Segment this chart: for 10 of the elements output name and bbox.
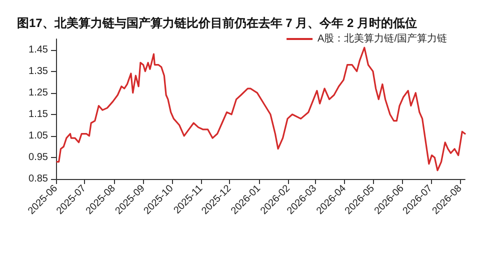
line-series bbox=[56, 46, 466, 172]
legend-label: A股：北美算力链/国产算力链 bbox=[318, 32, 448, 44]
y-tick-label: 0.85 bbox=[28, 174, 48, 184]
chart-title: 图17、北美算力链与国产算力链比价目前仍在去年 7 月、今年 2 月时的低位 bbox=[17, 16, 418, 30]
y-tick-label: 1.25 bbox=[28, 87, 48, 98]
y-tick-label: 1.15 bbox=[28, 108, 48, 120]
y-tick-label: 1.05 bbox=[28, 130, 48, 142]
y-tick-label: 0.95 bbox=[28, 152, 48, 163]
y-tick-label: 1.45 bbox=[28, 44, 48, 56]
y-tick-label: 1.35 bbox=[28, 66, 48, 77]
